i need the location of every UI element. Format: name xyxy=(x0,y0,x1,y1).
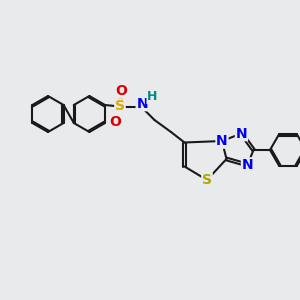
Text: N: N xyxy=(242,158,253,172)
Text: S: S xyxy=(115,100,125,113)
Text: N: N xyxy=(236,127,247,140)
Text: H: H xyxy=(147,90,158,104)
Text: N: N xyxy=(136,97,148,110)
Text: O: O xyxy=(116,84,128,98)
Text: O: O xyxy=(110,115,122,128)
Text: S: S xyxy=(202,173,212,187)
Text: N: N xyxy=(216,134,228,148)
